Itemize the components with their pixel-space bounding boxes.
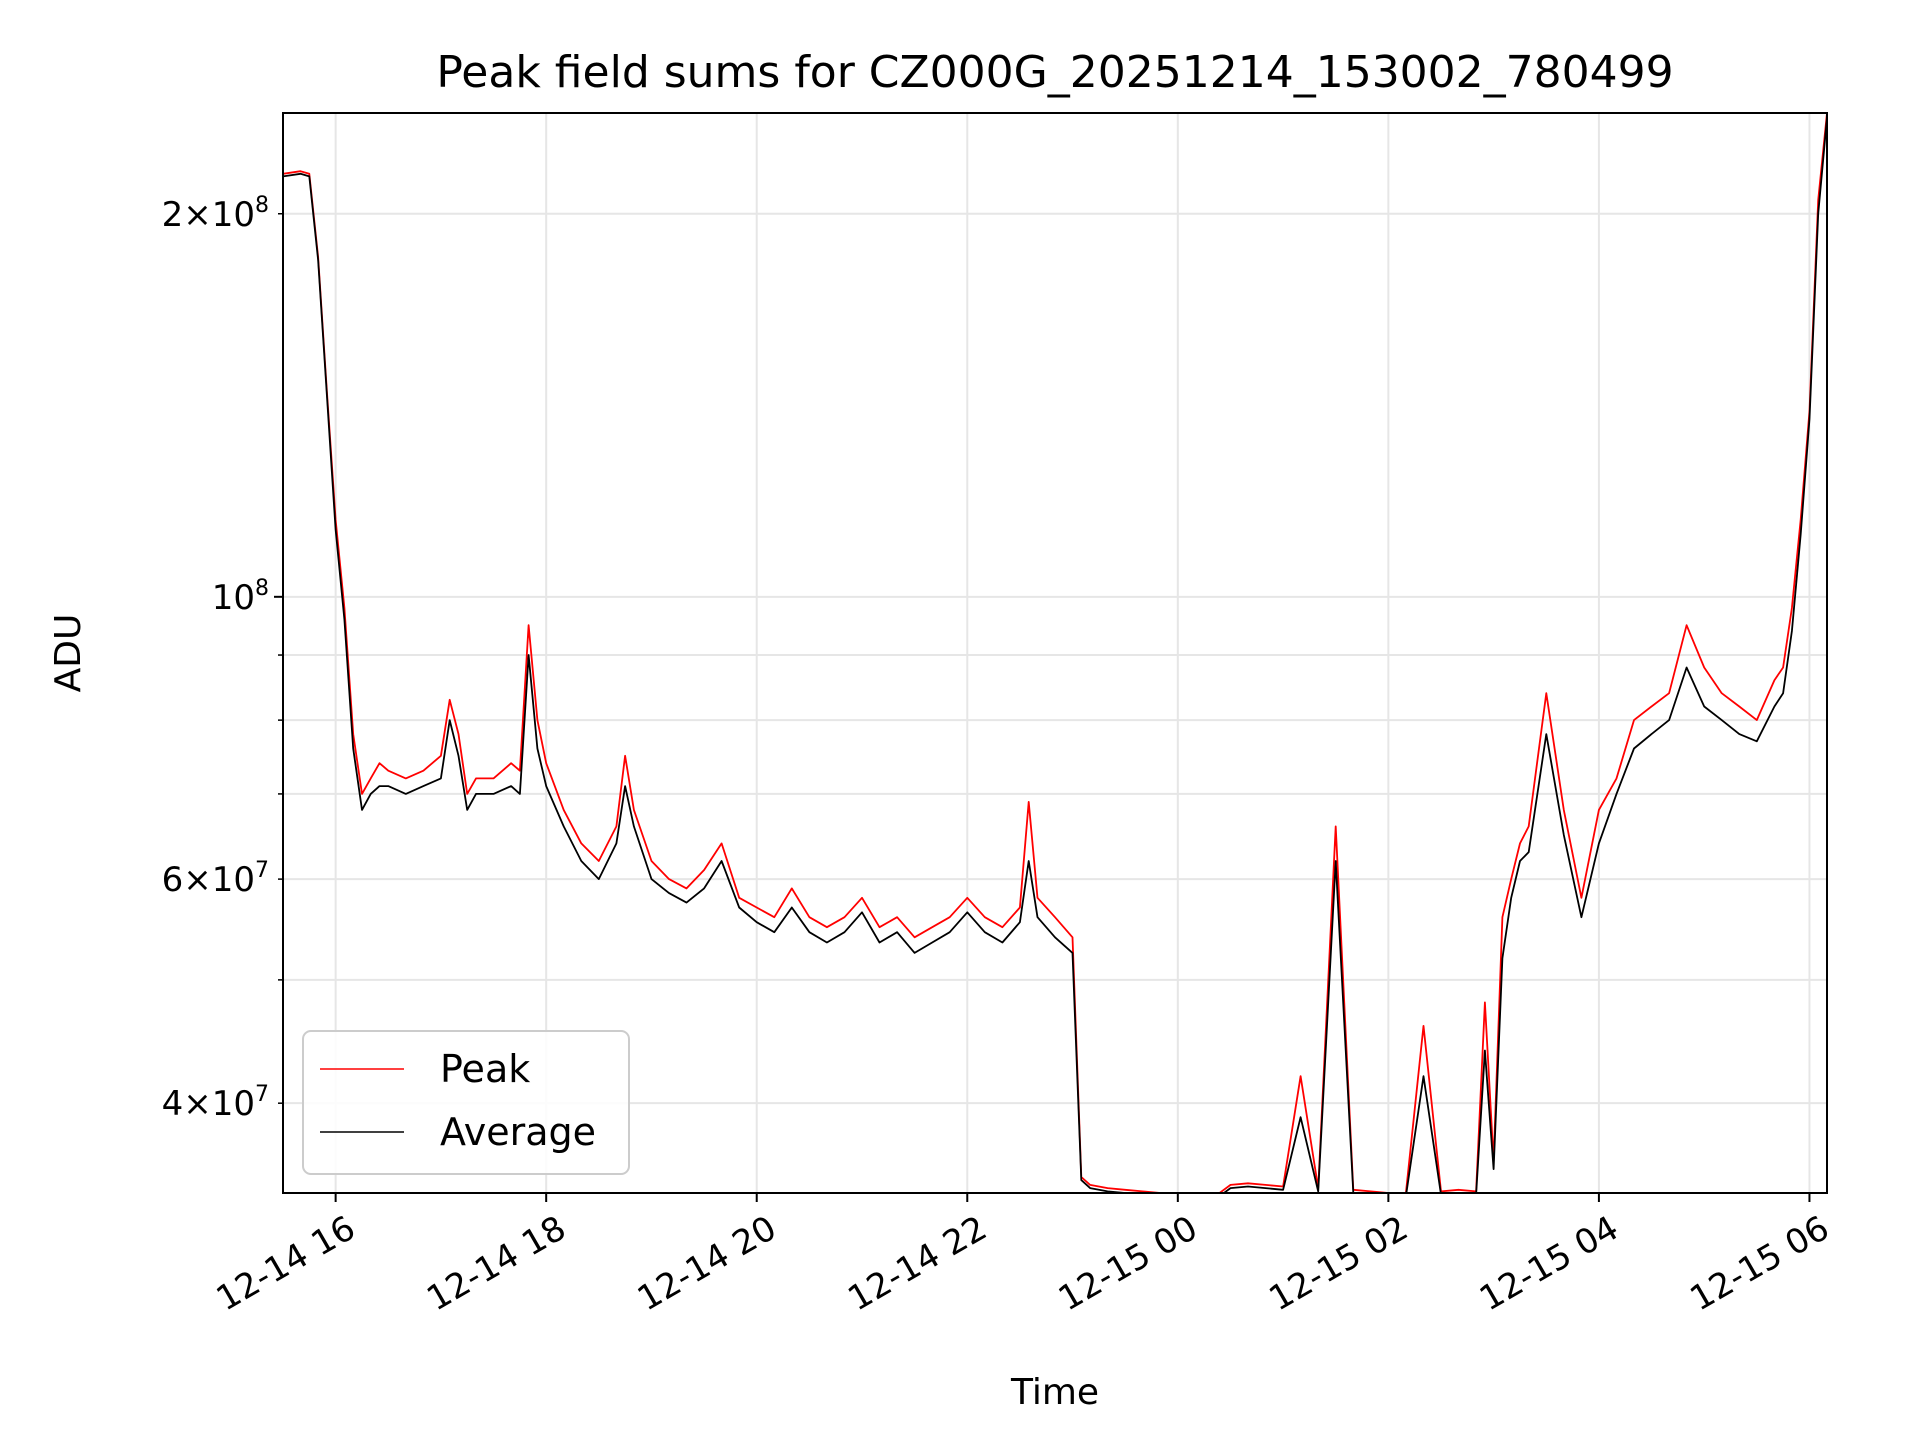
y-tick-label: 4×107 — [162, 1082, 269, 1124]
series-line-average — [283, 117, 1827, 1193]
y-axis-label: ADU — [48, 614, 89, 693]
legend-label-average: Average — [440, 1110, 596, 1154]
y-tick-label: 6×107 — [162, 858, 269, 900]
y-axis-ticks: 4×107 6×107 2×108 108 — [162, 193, 283, 1124]
y-tick-label: 108 — [212, 576, 269, 618]
y-tick-label: 2×108 — [162, 193, 269, 235]
plot-frame — [282, 112, 1828, 1194]
legend: Peak Average — [302, 1030, 630, 1175]
legend-box — [302, 1030, 630, 1175]
legend-label-peak: Peak — [440, 1047, 530, 1091]
series-line-peak — [283, 113, 1827, 1193]
x-axis-label: Time — [1010, 1372, 1099, 1413]
chart-title: Peak field sums for CZ000G_20251214_1530… — [436, 47, 1673, 98]
series-layer — [283, 113, 1827, 1193]
plot-background — [283, 113, 1827, 1193]
